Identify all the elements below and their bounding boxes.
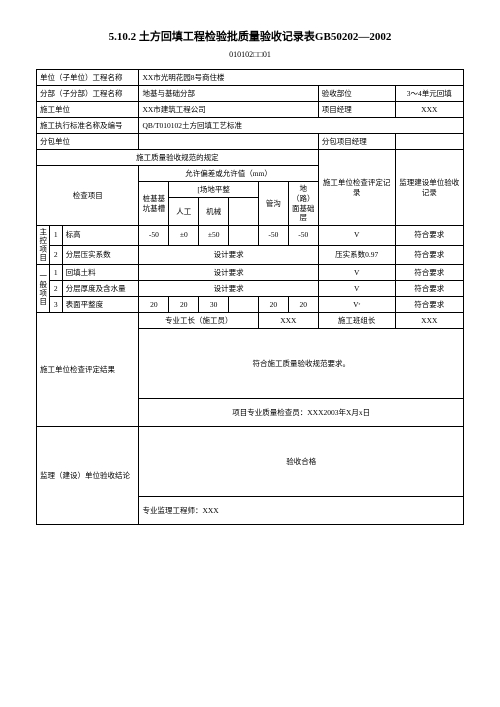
col-machine: 机械 xyxy=(199,198,229,226)
construct-unit-value: XX市建筑工程公司 xyxy=(139,102,318,118)
r1-vblank xyxy=(229,226,259,246)
unit-result-sign: 项目专业质量检查员：XXX2003年X月x日 xyxy=(139,399,464,427)
r1-v1: -50 xyxy=(139,226,169,246)
pm-label: 项目经理 xyxy=(318,102,395,118)
exec-std-value: QB/T010102土方回填工艺标准 xyxy=(139,118,464,134)
construct-unit-label: 施工单位 xyxy=(37,102,139,118)
team-leader-label: 施工班组长 xyxy=(318,313,395,329)
accept-part-label: 验收部位 xyxy=(318,86,395,102)
r5-name: 表面平整度 xyxy=(62,297,139,313)
supervisor-sign: 专业监理工程师：XXX xyxy=(139,497,464,525)
r5-vblank xyxy=(229,297,259,313)
col-unit-check: 施工单位检查评定记录 xyxy=(318,150,395,226)
doc-subtitle: 010102□□01 xyxy=(36,50,464,59)
foreman-value: XXX xyxy=(258,313,318,329)
supervisor-text: 验收合格 xyxy=(139,427,464,497)
r1-v4: -50 xyxy=(258,226,288,246)
exec-std-label: 施工执行标准名称及编号 xyxy=(37,118,139,134)
col-manual: 人工 xyxy=(169,198,199,226)
r5-v5: 20 xyxy=(288,297,318,313)
r3-no: 1 xyxy=(49,265,62,281)
r5-check: Vʳ xyxy=(318,297,395,313)
r5-v1: 20 xyxy=(139,297,169,313)
accept-part-value: 3～4单元回填 xyxy=(395,86,463,102)
doc-title: 5.10.2 土方回填工程检验批质量验收记录表GB50202—2002 xyxy=(36,28,464,44)
team-leader-value: XXX xyxy=(395,313,463,329)
r3-sup: 符合要求 xyxy=(395,265,463,281)
r2-no: 2 xyxy=(49,245,62,265)
r1-no: 1 xyxy=(49,226,62,246)
r5-v4: 20 xyxy=(258,297,288,313)
r1-name: 标高 xyxy=(62,226,139,246)
unit-project-label: 单位（子单位）工程名称 xyxy=(37,70,139,86)
pm-value: XXX xyxy=(395,102,463,118)
r2-check: 压实系数0.97 xyxy=(318,245,395,265)
r4-no: 2 xyxy=(49,281,62,297)
col-pipe: 管沟 xyxy=(258,182,288,226)
r4-sup: 符合要求 xyxy=(395,281,463,297)
r5-v2: 20 xyxy=(169,297,199,313)
sub-unit-value xyxy=(139,134,318,150)
sub-pm-value xyxy=(395,134,463,150)
col-pile-pit: 桩基基坑基槽 xyxy=(139,182,169,226)
main-table: 单位（子单位）工程名称 XX市光明花园8号商住楼 分部（子分部）工程名称 地基与… xyxy=(36,69,464,525)
r3-name: 回填土料 xyxy=(62,265,139,281)
supervisor-label: 监理（建设）单位验收结论 xyxy=(37,427,139,525)
sub-pm-label: 分包项目经理 xyxy=(318,134,395,150)
r3-check: V xyxy=(318,265,395,281)
col-blank xyxy=(229,198,259,226)
col-supervisor-check: 监理建设单位验收记录 xyxy=(395,150,463,226)
r1-v3: ±50 xyxy=(199,226,229,246)
r3-val: 设计要求 xyxy=(139,265,318,281)
col-site-level: [场地平整 xyxy=(169,182,259,198)
unit-result-label: 施工单位检查评定结果 xyxy=(37,313,139,427)
sub-project-label: 分部（子分部）工程名称 xyxy=(37,86,139,102)
foreman-label: 专业工长（施工员） xyxy=(139,313,259,329)
sub-project-value: 地基与基础分部 xyxy=(139,86,318,102)
r2-sup: 符合要求 xyxy=(395,245,463,265)
r4-val: 设计要求 xyxy=(139,281,318,297)
r1-v5: -50 xyxy=(288,226,318,246)
r1-v2: ±0 xyxy=(169,226,199,246)
r5-sup: 符合要求 xyxy=(395,297,463,313)
tolerance-title: 允许偏差或允许值（mm） xyxy=(139,166,318,182)
group-general: 一般项目 xyxy=(37,265,50,313)
col-road-base: 地（路）面基础层 xyxy=(288,182,318,226)
r5-no: 3 xyxy=(49,297,62,313)
r2-name: 分层压实系数 xyxy=(62,245,139,265)
unit-result-text: 符合施工质量验收规范要求。 xyxy=(139,329,464,399)
r4-check: V xyxy=(318,281,395,297)
r1-check: V xyxy=(318,226,395,246)
sub-unit-label: 分包单位 xyxy=(37,134,139,150)
r1-sup: 符合要求 xyxy=(395,226,463,246)
col-check-item: 检查项目 xyxy=(37,166,139,226)
unit-project-value: XX市光明花园8号商住楼 xyxy=(139,70,464,86)
r4-name: 分层厚度及含水量 xyxy=(62,281,139,297)
r2-val: 设计要求 xyxy=(139,245,318,265)
r5-v3: 30 xyxy=(199,297,229,313)
section-title: 施工质量验收规范的规定 xyxy=(37,150,319,166)
group-main: 主控项目 xyxy=(37,226,50,265)
